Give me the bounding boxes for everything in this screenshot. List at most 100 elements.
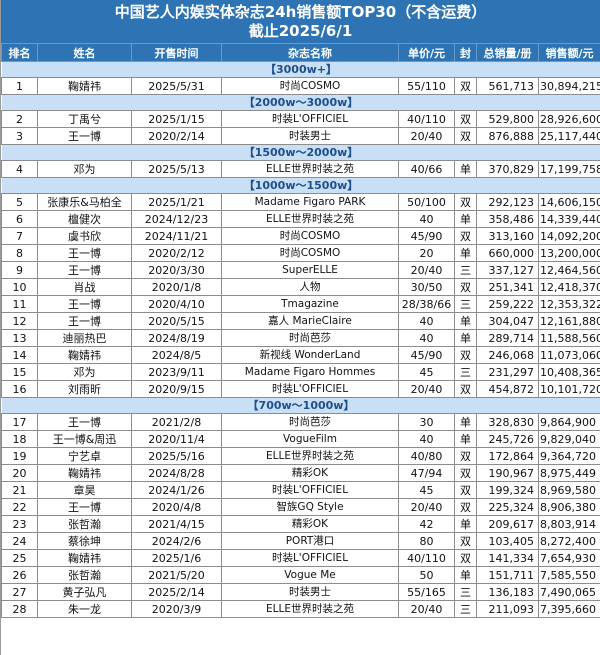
cell-covers: 双 — [454, 127, 477, 145]
table-row: 1 鞠婧祎 2025/5/31 时尚COSMO 55/110 双 561,713 30,894… — [1, 77, 600, 95]
cell-rank: 10 — [1, 278, 38, 296]
cell-rank: 24 — [1, 532, 38, 550]
cell-unit-price: 20/40 — [398, 498, 455, 516]
cell-revenue: 8,906,380 — [538, 498, 600, 516]
cell-release-date: 2024/11/21 — [131, 227, 222, 245]
cell-revenue: 9,364,720 — [538, 447, 600, 465]
cell-rank: 22 — [1, 498, 38, 516]
table-row: 14 鞠婧祎 2024/8/5 新视线 WonderLand 45/90 双 246,068… — [1, 346, 600, 364]
cell-magazine: 新视线 WonderLand — [221, 346, 399, 364]
table-row: 28 朱一龙 2020/3/9 ELLE世界时装之苑 20/40 三 211,093 7,39… — [1, 600, 600, 618]
cell-revenue: 12,161,880 — [538, 312, 600, 330]
cell-magazine: ELLE世界时装之苑 — [221, 210, 399, 228]
cell-rank: 28 — [1, 600, 38, 618]
cell-revenue: 12,418,370 — [538, 278, 600, 296]
cell-rank: 1 — [1, 77, 38, 95]
cell-name: 檀健次 — [37, 210, 132, 228]
tier-row: 【700w～1000w】 — [1, 397, 600, 414]
column-header-name: 姓名 — [37, 43, 132, 62]
cell-unit-price: 40 — [398, 210, 455, 228]
cell-rank: 9 — [1, 261, 38, 279]
table-row: 15 邓为 2023/9/11 Madame Figaro Hommes 45 三 231,… — [1, 363, 600, 381]
cell-release-date: 2020/4/8 — [131, 498, 222, 516]
table-row: 21 章昊 2024/1/26 时装L'OFFICIEL 45 双 199,324 8,969… — [1, 481, 600, 499]
cell-revenue: 8,975,449 — [538, 464, 600, 482]
table-row: 10 肖战 2020/1/8 人物 30/50 双 251,341 12,418,370 — [1, 278, 600, 296]
cell-name: 黄子弘凡 — [37, 583, 132, 601]
cell-total-copies: 225,324 — [476, 498, 539, 516]
column-header-total-copies: 总销量/册 — [476, 43, 539, 62]
tier-label: 【1500w～2000w】 — [1, 144, 600, 161]
cell-rank: 27 — [1, 583, 38, 601]
table-row: 6 檀健次 2024/12/23 ELLE世界时装之苑 40 单 358,486 14,339… — [1, 210, 600, 228]
cell-magazine: SuperELLE — [221, 261, 399, 279]
cell-covers: 三 — [454, 363, 477, 381]
cell-unit-price: 50 — [398, 566, 455, 584]
cell-release-date: 2025/5/31 — [131, 77, 222, 95]
cell-magazine: 时尚芭莎 — [221, 329, 399, 347]
cell-total-copies: 190,967 — [476, 464, 539, 482]
column-header-release-date: 开售时间 — [131, 43, 222, 62]
cell-release-date: 2020/9/15 — [131, 380, 222, 398]
cell-total-copies: 259,222 — [476, 295, 539, 313]
cell-magazine: Madame Figaro PARK — [221, 193, 399, 211]
cell-revenue: 10,101,720 — [538, 380, 600, 398]
table-row: 2 丁禹兮 2025/1/15 时装L'OFFICIEL 40/110 双 529,800 2… — [1, 110, 600, 128]
sales-table: 排名 姓名 开售时间 杂志名称 单价/元 封 总销量/册 销售额/元 【3000… — [1, 43, 600, 618]
cell-name: 邓为 — [37, 363, 132, 381]
cell-total-copies: 337,127 — [476, 261, 539, 279]
cell-magazine: 时装L'OFFICIEL — [221, 380, 399, 398]
table-row: 20 鞠婧祎 2024/8/28 精彩OK 47/94 双 190,967 8,975,449 — [1, 464, 600, 482]
cell-rank: 14 — [1, 346, 38, 364]
column-header-revenue: 销售额/元 — [538, 43, 600, 62]
cell-name: 鞠婧祎 — [37, 346, 132, 364]
cell-covers: 双 — [454, 193, 477, 211]
cell-covers: 三 — [454, 600, 477, 618]
cell-magazine: 时尚芭莎 — [221, 413, 399, 431]
cell-name: 邓为 — [37, 160, 132, 178]
cell-rank: 17 — [1, 413, 38, 431]
cell-rank: 4 — [1, 160, 38, 178]
table-row: 16 刘雨昕 2020/9/15 时装L'OFFICIEL 20/40 双 454,872 1… — [1, 380, 600, 398]
cell-revenue: 25,117,440 — [538, 127, 600, 145]
table-row: 24 蔡徐坤 2024/2/6 PORT港口 80 双 103,405 8,272,400 — [1, 532, 600, 550]
cell-covers: 单 — [454, 210, 477, 228]
table-row: 18 王一博&周迅 2020/11/4 VogueFilm 40 单 245,726 9,82… — [1, 430, 600, 448]
cell-total-copies: 289,714 — [476, 329, 539, 347]
cell-covers: 单 — [454, 566, 477, 584]
cell-magazine: Vogue Me — [221, 566, 399, 584]
cell-rank: 20 — [1, 464, 38, 482]
table-row: 11 王一博 2020/4/10 Tmagazine 28/38/66 三 259,222 1… — [1, 295, 600, 313]
cell-revenue: 8,272,400 — [538, 532, 600, 550]
cell-revenue: 11,073,060 — [538, 346, 600, 364]
cell-name: 王一博 — [37, 261, 132, 279]
cell-total-copies: 292,123 — [476, 193, 539, 211]
header-row: 排名 姓名 开售时间 杂志名称 单价/元 封 总销量/册 销售额/元 — [1, 43, 600, 62]
tier-label: 【700w～1000w】 — [1, 397, 600, 414]
cell-magazine: 精彩OK — [221, 464, 399, 482]
cell-unit-price: 42 — [398, 515, 455, 533]
cell-unit-price: 20/40 — [398, 380, 455, 398]
cell-release-date: 2020/11/4 — [131, 430, 222, 448]
cell-revenue: 11,588,560 — [538, 329, 600, 347]
cell-unit-price: 40 — [398, 430, 455, 448]
cell-name: 迪丽热巴 — [37, 329, 132, 347]
cell-release-date: 2020/4/10 — [131, 295, 222, 313]
cell-total-copies: 876,888 — [476, 127, 539, 145]
cell-name: 王一博 — [37, 295, 132, 313]
cell-magazine: 时尚COSMO — [221, 227, 399, 245]
cell-magazine: ELLE世界时装之苑 — [221, 447, 399, 465]
cell-total-copies: 245,726 — [476, 430, 539, 448]
cell-rank: 6 — [1, 210, 38, 228]
cell-rank: 8 — [1, 244, 38, 262]
cell-total-copies: 313,160 — [476, 227, 539, 245]
cell-revenue: 7,490,065 — [538, 583, 600, 601]
cell-covers: 三 — [454, 583, 477, 601]
cell-rank: 25 — [1, 549, 38, 567]
cell-release-date: 2024/12/23 — [131, 210, 222, 228]
cell-name: 丁禹兮 — [37, 110, 132, 128]
cell-covers: 单 — [454, 515, 477, 533]
tier-row: 【3000w+】 — [1, 61, 600, 78]
cell-magazine: 人物 — [221, 278, 399, 296]
